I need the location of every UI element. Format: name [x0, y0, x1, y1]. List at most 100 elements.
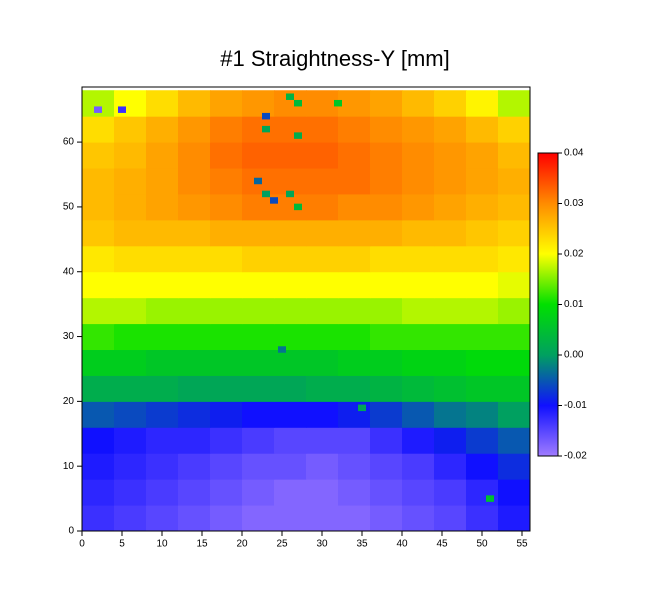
colorbar-tick-label: 0.02 [564, 249, 584, 260]
heat-cell [114, 297, 147, 325]
outlier-cell [118, 106, 126, 113]
chart-title: #1 Straightness-Y [mm] [220, 46, 449, 71]
heat-cell [338, 505, 371, 532]
heat-cell [242, 193, 275, 221]
heat-cell [402, 116, 435, 143]
heat-cell [402, 271, 435, 299]
heat-cell [498, 271, 531, 299]
heat-cell [114, 453, 147, 480]
heat-cell [210, 349, 243, 376]
heat-cell [466, 90, 499, 117]
heat-cell [210, 375, 243, 402]
y-tick-label: 10 [63, 461, 75, 472]
heat-cell [146, 323, 179, 351]
heat-cell [114, 168, 147, 195]
heat-cell [210, 505, 243, 532]
heat-cell [82, 245, 115, 273]
heat-cell [82, 193, 115, 221]
x-tick-label: 40 [396, 539, 408, 550]
heat-cell [498, 375, 531, 402]
heat-cell [82, 401, 115, 428]
heat-cell [210, 168, 243, 195]
heat-cell [466, 142, 499, 169]
heat-cell [306, 219, 339, 247]
heat-cell [82, 375, 115, 402]
heat-cell [306, 168, 339, 195]
heat-cell [114, 505, 147, 532]
heat-cell [274, 168, 307, 195]
heat-cell [306, 375, 339, 402]
heat-cell [114, 142, 147, 169]
colorbar-tick-label: -0.02 [564, 451, 587, 462]
heat-cell [338, 323, 371, 351]
heat-cell [306, 479, 339, 506]
heat-cell [82, 427, 115, 454]
heat-cell [338, 479, 371, 506]
heat-cell [242, 505, 275, 532]
heat-cell [178, 219, 211, 247]
heat-cell [274, 271, 307, 299]
heat-cell [82, 323, 115, 351]
heat-cell [370, 349, 403, 376]
heat-cell [82, 505, 115, 532]
heat-cell [146, 142, 179, 169]
heat-cell [210, 323, 243, 351]
heat-cell [434, 271, 467, 299]
heat-cell [402, 505, 435, 532]
outlier-cell [278, 346, 286, 353]
heat-cell [82, 297, 115, 325]
heat-cell [466, 401, 499, 428]
heat-cell [370, 453, 403, 480]
heat-cell [178, 193, 211, 221]
heat-cell [306, 245, 339, 273]
heat-cell [146, 427, 179, 454]
heat-cell [306, 505, 339, 532]
heat-cell [146, 479, 179, 506]
heat-cell [210, 453, 243, 480]
heat-cell [434, 349, 467, 376]
heat-cell [466, 323, 499, 351]
heat-cell [82, 453, 115, 480]
outlier-cell [254, 177, 262, 185]
heat-cell [178, 401, 211, 428]
outlier-cell [286, 190, 294, 198]
heat-cell [114, 349, 147, 376]
heat-cell [338, 453, 371, 480]
heat-cell [466, 349, 499, 376]
heat-cell [210, 193, 243, 221]
y-tick-label: 0 [68, 526, 74, 537]
y-tick-label: 30 [63, 331, 75, 342]
heat-cell [114, 219, 147, 247]
heat-cell [306, 297, 339, 325]
heat-cell [82, 271, 115, 299]
heat-cell [242, 375, 275, 402]
heat-cell [306, 193, 339, 221]
heat-cell [370, 375, 403, 402]
x-tick-label: 35 [356, 539, 368, 550]
heat-cell [178, 297, 211, 325]
colorbar-tick-label: -0.01 [564, 400, 587, 411]
heat-cell [466, 245, 499, 273]
heat-cell [146, 505, 179, 532]
heat-cell [146, 375, 179, 402]
heat-cell [178, 375, 211, 402]
heat-cell [146, 297, 179, 325]
heat-cell [498, 245, 531, 273]
heat-cell [434, 142, 467, 169]
heat-cell [242, 349, 275, 376]
heat-cell [82, 142, 115, 169]
heat-cell [242, 427, 275, 454]
heat-cell [82, 219, 115, 247]
heat-cell [338, 349, 371, 376]
heat-cell [274, 401, 307, 428]
heat-cell [146, 90, 179, 117]
heat-cell [306, 142, 339, 169]
heat-cell [114, 116, 147, 143]
heat-cell [434, 193, 467, 221]
heat-cell [370, 90, 403, 117]
heat-cell [498, 401, 531, 428]
x-tick-label: 0 [79, 539, 85, 550]
heat-cell [466, 505, 499, 532]
heat-cell [338, 90, 371, 117]
heat-cell [434, 90, 467, 117]
